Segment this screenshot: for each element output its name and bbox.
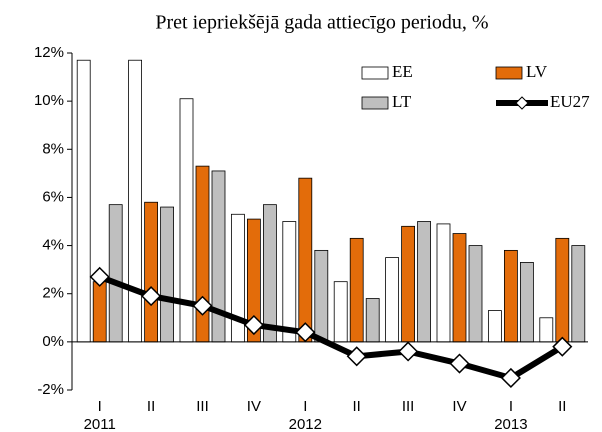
legend-label: EU27 [550, 92, 590, 111]
y-tick-label: 6% [42, 188, 64, 205]
bar [401, 225, 416, 343]
x-tick-label: IV [247, 398, 261, 415]
bar [539, 317, 554, 343]
bar [128, 59, 143, 343]
y-tick-label: -2% [37, 381, 64, 398]
x-tick-label: IV [452, 398, 466, 415]
bar [262, 204, 277, 343]
bar [160, 206, 175, 343]
legend-swatch [495, 66, 523, 80]
y-tick-label: 4% [42, 237, 64, 254]
marker [295, 322, 316, 343]
bar [571, 245, 586, 343]
legend-swatch [361, 66, 389, 80]
bar [555, 237, 570, 343]
marker [398, 341, 419, 362]
marker [346, 346, 367, 367]
bar [76, 59, 91, 343]
y-tick-label: 8% [42, 140, 64, 157]
x-tick-label: I [98, 398, 102, 415]
marker [500, 367, 521, 389]
bar [468, 245, 483, 343]
x-tick-label: III [402, 398, 415, 415]
bar [349, 237, 364, 343]
x-tick-label: I [509, 398, 513, 415]
marker [243, 314, 264, 336]
marker [141, 286, 162, 307]
legend-label: LT [392, 92, 412, 111]
y-tick-label: 2% [42, 285, 64, 302]
bar [417, 221, 432, 343]
bar [314, 249, 329, 343]
marker [89, 266, 110, 287]
marker [449, 353, 470, 374]
bar [333, 281, 348, 343]
legend-label: LV [526, 62, 548, 81]
year-label: 2013 [494, 416, 527, 432]
x-tick-label: I [303, 398, 307, 415]
marker [192, 295, 213, 316]
bar [385, 257, 400, 343]
y-tick-label: 10% [34, 92, 64, 109]
legend-swatch [361, 96, 389, 110]
bar [452, 233, 467, 343]
y-tick-label: 12% [34, 44, 64, 61]
bar [108, 204, 123, 343]
bar [365, 298, 380, 343]
legend-marker [515, 96, 529, 110]
x-tick-label: II [353, 398, 361, 415]
bar [503, 249, 518, 343]
chart-title: Pret iepriekšējā gada attiecīgo periodu,… [155, 12, 488, 34]
marker [552, 336, 573, 357]
y-tick-label: 0% [42, 333, 64, 350]
year-label: 2011 [84, 416, 116, 432]
bar [436, 223, 451, 343]
bar [144, 201, 159, 343]
x-tick-label: II [147, 398, 155, 415]
line [98, 274, 564, 382]
bar [92, 281, 107, 343]
x-tick-label: II [558, 398, 566, 415]
bar [282, 221, 297, 343]
bar [520, 262, 534, 343]
year-label: 2012 [289, 416, 322, 432]
bar [487, 310, 502, 343]
legend-label: EE [392, 62, 413, 81]
bar [298, 177, 313, 343]
x-tick-label: III [196, 398, 209, 415]
